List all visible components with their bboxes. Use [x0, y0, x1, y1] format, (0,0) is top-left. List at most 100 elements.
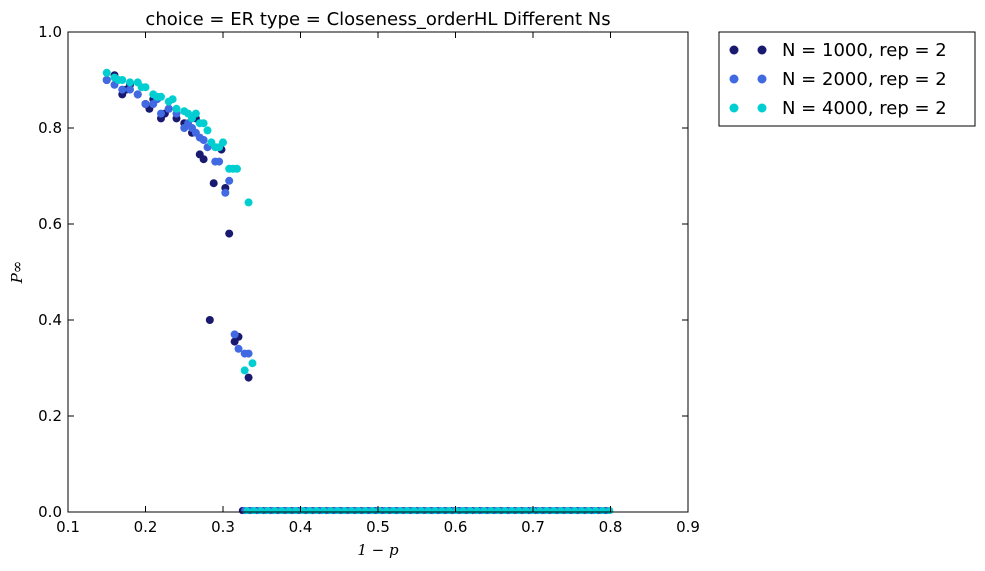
- data-point-zero: [362, 506, 370, 515]
- data-point: [244, 198, 253, 207]
- plot-frame: [67, 31, 689, 513]
- data-point-zero: [278, 506, 286, 515]
- x-tick-label: 0.7: [521, 518, 545, 536]
- data-point: [157, 92, 165, 101]
- y-axis: 0.0 0.2 0.4 0.6 0.8 1.0: [38, 23, 688, 521]
- data-point-zero: [410, 506, 419, 515]
- x-tick-label: 0.6: [444, 518, 468, 536]
- legend-marker: [757, 103, 767, 113]
- data-point-zero: [306, 506, 314, 515]
- data-point: [219, 138, 227, 147]
- data-point-zero: [334, 506, 342, 515]
- data-point: [172, 104, 181, 113]
- data-point: [199, 119, 208, 128]
- series-1: [102, 71, 609, 515]
- x-axis: 0.1 0.2 0.3 0.4 0.5 0.6 0.7 0.8 0.9: [56, 32, 700, 536]
- data-point-zero: [480, 506, 488, 515]
- y-axis-label: P∞: [8, 261, 26, 285]
- data-point-zero: [243, 506, 251, 515]
- data-point-zero: [375, 506, 384, 515]
- data-point-zero: [459, 506, 467, 515]
- data-point-zero: [396, 506, 405, 515]
- data-point-zero: [550, 506, 558, 515]
- data-point: [230, 330, 239, 339]
- data-point-zero: [327, 506, 335, 515]
- data-point: [141, 100, 150, 108]
- legend-marker: [757, 74, 767, 84]
- data-point-zero: [543, 506, 551, 515]
- data-point-zero: [257, 506, 265, 515]
- data-point-zero: [606, 506, 614, 515]
- data-point: [221, 188, 230, 197]
- data-point: [102, 68, 111, 77]
- data-point-zero: [389, 506, 398, 515]
- data-point: [203, 126, 212, 135]
- data-point-zero: [536, 506, 544, 515]
- data-point: [191, 109, 200, 118]
- data-point: [157, 109, 165, 118]
- y-tick-label: 0.4: [38, 311, 62, 329]
- data-point-zero: [382, 506, 391, 515]
- x-tick-label: 0.5: [366, 518, 390, 536]
- data-point: [244, 373, 253, 382]
- x-tick-label: 0.2: [134, 518, 158, 536]
- data-point: [126, 78, 134, 87]
- x-tick-label: 0.3: [211, 518, 235, 536]
- y-tick-label: 0.8: [38, 119, 62, 137]
- legend-marker: [729, 74, 739, 84]
- data-point-zero: [452, 506, 460, 515]
- x-tick-label: 0.4: [289, 518, 313, 536]
- data-point-zero: [487, 506, 495, 515]
- data-point-zero: [320, 506, 328, 515]
- data-point-zero: [522, 506, 530, 515]
- data-point: [199, 155, 208, 164]
- data-point-zero: [592, 506, 600, 515]
- x-axis-label: 1 − p: [357, 541, 399, 559]
- legend-label: N = 4000, rep = 2: [782, 98, 947, 119]
- legend-marker: [757, 45, 767, 55]
- data-point-zero: [445, 506, 453, 515]
- data-point-zero: [355, 506, 363, 515]
- data-point-zero: [348, 506, 356, 515]
- data-point-zero: [424, 506, 432, 515]
- data-point-zero: [292, 506, 300, 515]
- data-point-zero: [473, 506, 481, 515]
- plot-area: [102, 68, 614, 515]
- data-point-zero: [494, 506, 502, 515]
- data-point-zero: [564, 506, 572, 515]
- data-point-zero: [417, 506, 425, 515]
- data-point: [225, 229, 234, 238]
- data-point-zero: [501, 506, 509, 515]
- x-tick-label: 0.8: [599, 518, 623, 536]
- data-point: [133, 90, 142, 99]
- data-point-zero: [271, 506, 279, 515]
- legend-label: N = 2000, rep = 2: [782, 69, 947, 90]
- data-point: [215, 157, 224, 166]
- data-point-zero: [313, 506, 321, 515]
- legend-label: N = 1000, rep = 2: [782, 40, 947, 61]
- data-point-zero: [466, 506, 474, 515]
- x-tick-label: 0.9: [676, 518, 700, 536]
- data-point: [205, 316, 214, 324]
- legend-marker: [729, 45, 739, 55]
- data-point: [225, 176, 234, 185]
- data-point: [164, 104, 173, 113]
- y-tick-label: 0.0: [38, 503, 62, 521]
- data-point-zero: [557, 506, 565, 515]
- data-point-zero: [250, 506, 258, 515]
- x-tick-label: 0.1: [56, 518, 80, 536]
- data-point: [232, 164, 241, 173]
- data-point: [209, 179, 218, 188]
- series-2: [102, 76, 612, 515]
- data-point-zero: [264, 506, 272, 515]
- data-point-zero: [599, 506, 607, 515]
- data-point-zero: [431, 506, 439, 515]
- data-point: [118, 85, 127, 94]
- y-tick-label: 0.2: [38, 407, 62, 425]
- legend-marker: [729, 103, 739, 113]
- data-point-zero: [341, 506, 349, 515]
- data-point: [199, 136, 208, 144]
- y-tick-label: 0.6: [38, 215, 62, 233]
- data-point: [118, 76, 127, 84]
- data-point: [168, 95, 177, 104]
